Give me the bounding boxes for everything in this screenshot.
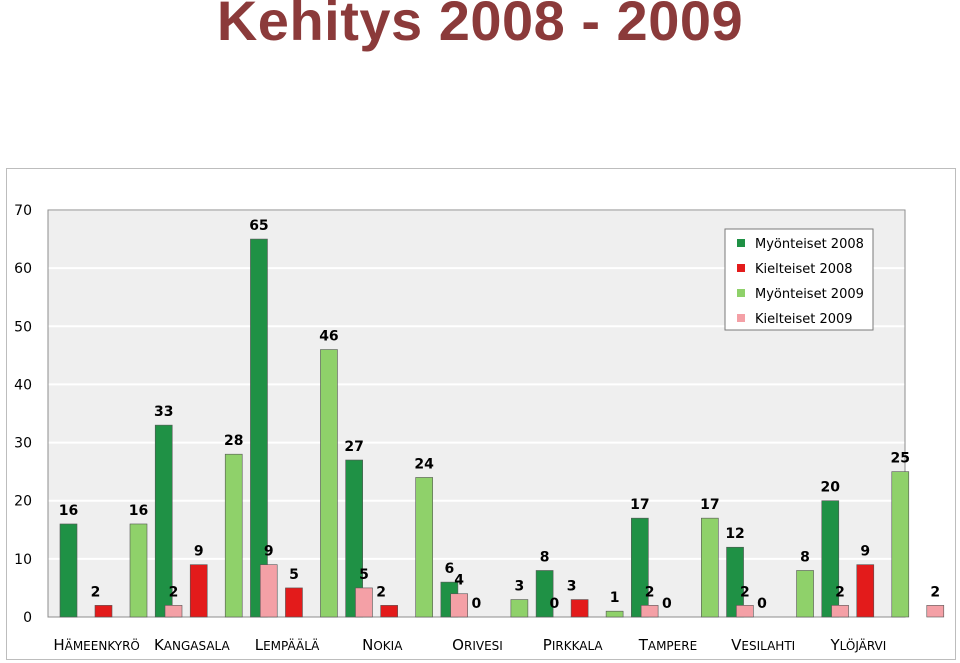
bar [640, 605, 659, 618]
bar [154, 424, 173, 618]
bar [821, 500, 840, 618]
data-label: 0 [757, 596, 767, 612]
data-label: 17 [630, 497, 649, 513]
data-label: 6 [445, 561, 455, 577]
bar [856, 564, 875, 618]
data-label: 8 [800, 549, 810, 565]
bar [631, 517, 649, 618]
data-label: 0 [550, 596, 560, 612]
bar [605, 610, 624, 618]
bar [320, 349, 338, 618]
data-label: 5 [289, 567, 299, 583]
bar [831, 605, 849, 618]
data-label: 0 [662, 596, 672, 612]
bar [164, 605, 183, 618]
y-tick-label: 50 [14, 319, 32, 335]
bar [450, 593, 468, 618]
x-category-label: HÄMEENKYRÖ [53, 636, 140, 654]
data-label: 16 [59, 503, 78, 519]
bar [535, 570, 554, 618]
data-label: 3 [515, 579, 525, 595]
y-tick-label: 60 [14, 261, 32, 277]
data-label: 2 [930, 584, 940, 600]
page-title: Kehitys 2008 - 2009 [216, 0, 744, 52]
data-label: 2 [645, 584, 655, 600]
bar [510, 599, 529, 618]
x-category-label: YLÖJÄRVI [829, 636, 886, 654]
data-label: 16 [129, 503, 148, 519]
data-label: 3 [567, 579, 577, 595]
legend-label: Myönteiset 2008 [755, 237, 864, 252]
y-tick-label: 20 [14, 494, 32, 510]
legend-swatch [737, 264, 745, 272]
plot-border [47, 209, 906, 618]
data-label: 2 [169, 584, 179, 600]
bar [415, 477, 433, 618]
bar [250, 238, 268, 618]
bar [345, 459, 363, 618]
bar [189, 564, 208, 618]
bar [224, 453, 243, 618]
bar [926, 605, 945, 618]
data-label: 25 [891, 451, 910, 467]
data-label: 2 [91, 584, 101, 600]
bar [259, 564, 278, 618]
legend-swatch [737, 289, 745, 297]
data-label: 4 [454, 573, 464, 589]
data-label: 12 [725, 526, 744, 542]
data-label: 33 [154, 404, 173, 420]
data-label: 24 [414, 456, 434, 472]
x-category-label: LEMPÄÄLÄ [255, 636, 320, 654]
y-tick-label: 70 [14, 203, 32, 219]
y-tick-label: 10 [14, 552, 32, 568]
legend-swatch [737, 314, 745, 322]
legend-box [724, 228, 874, 331]
x-category-label: ORIVESI [452, 636, 503, 654]
bar [355, 587, 373, 618]
x-category-label: VESILAHTI [731, 636, 795, 654]
data-label: 2 [740, 584, 750, 600]
data-label: 17 [700, 497, 719, 513]
data-label: 28 [224, 433, 243, 449]
bar [129, 523, 148, 618]
data-label: 0 [472, 596, 482, 612]
y-tick-label: 0 [23, 610, 32, 626]
bar [570, 599, 589, 618]
y-tick-label: 40 [14, 377, 32, 393]
x-category-label: NOKIA [362, 636, 403, 654]
x-category-label: TAMPERE [638, 636, 697, 654]
data-label: 9 [860, 544, 870, 560]
bar [94, 605, 113, 618]
legend-label: Kielteiset 2009 [755, 312, 853, 327]
data-label: 20 [821, 480, 841, 496]
bar [59, 523, 78, 618]
data-label: 9 [194, 544, 204, 560]
data-label: 1 [610, 590, 620, 606]
data-label: 8 [540, 549, 550, 565]
bar [891, 471, 910, 618]
data-label: 5 [359, 567, 369, 583]
bar [285, 587, 303, 618]
bar [726, 546, 744, 618]
data-label: 9 [264, 544, 274, 560]
data-label: 46 [319, 329, 338, 345]
data-label: 27 [344, 439, 363, 455]
data-label: 65 [249, 218, 268, 234]
legend-label: Myönteiset 2009 [755, 287, 864, 302]
x-category-label: PIRKKALA [543, 636, 604, 654]
data-label: 2 [376, 584, 386, 600]
data-label: 2 [835, 584, 845, 600]
legend-label: Kielteiset 2008 [755, 262, 853, 277]
bar [796, 570, 814, 618]
bar [736, 605, 754, 618]
x-category-label: KANGASALA [154, 636, 231, 654]
bar [701, 517, 719, 618]
y-tick-label: 30 [14, 436, 32, 452]
legend-swatch [737, 239, 745, 247]
bar [380, 605, 398, 618]
